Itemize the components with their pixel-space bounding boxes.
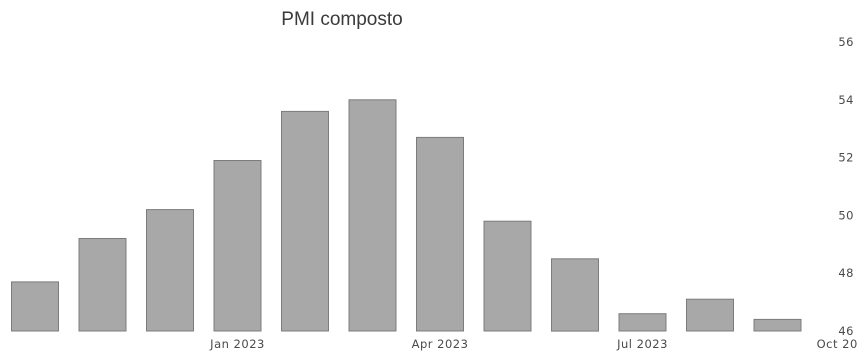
- y-tick-label: 46: [838, 324, 854, 338]
- y-tick-label: 48: [838, 266, 854, 280]
- bar-may-2023: [483, 220, 532, 332]
- y-tick-label: 54: [838, 93, 854, 107]
- bar-oct-2022: [11, 281, 59, 332]
- bar-mar-2023: [348, 99, 397, 332]
- x-tick-label: Oct 2023: [817, 337, 858, 351]
- bar-jan-2023: [213, 160, 262, 332]
- bar-feb-2023: [281, 110, 329, 332]
- bar-aug-2023: [686, 298, 734, 332]
- y-axis-ticks: 46 48 50 52 54 56: [838, 35, 854, 338]
- bar-jul-2023: [618, 313, 667, 332]
- bar-sep-2023: [753, 318, 802, 332]
- chart-title: PMI composto: [281, 9, 402, 30]
- y-tick-label: 52: [838, 151, 854, 165]
- x-axis-ticks: Jan 2023 Apr 2023 Jul 2023 Oct 2023: [209, 337, 858, 351]
- bar-jun-2023: [551, 258, 599, 332]
- x-tick-label: Jan 2023: [209, 337, 265, 351]
- bar-apr-2023: [416, 136, 464, 332]
- y-tick-label: 50: [838, 208, 854, 222]
- x-tick-label: Jul 2023: [616, 337, 668, 351]
- x-tick-label: Apr 2023: [412, 337, 469, 351]
- bar-nov-2022: [78, 238, 127, 332]
- bar-dec-2022: [146, 209, 194, 332]
- bars-group: [11, 99, 802, 332]
- y-tick-label: 56: [838, 35, 854, 49]
